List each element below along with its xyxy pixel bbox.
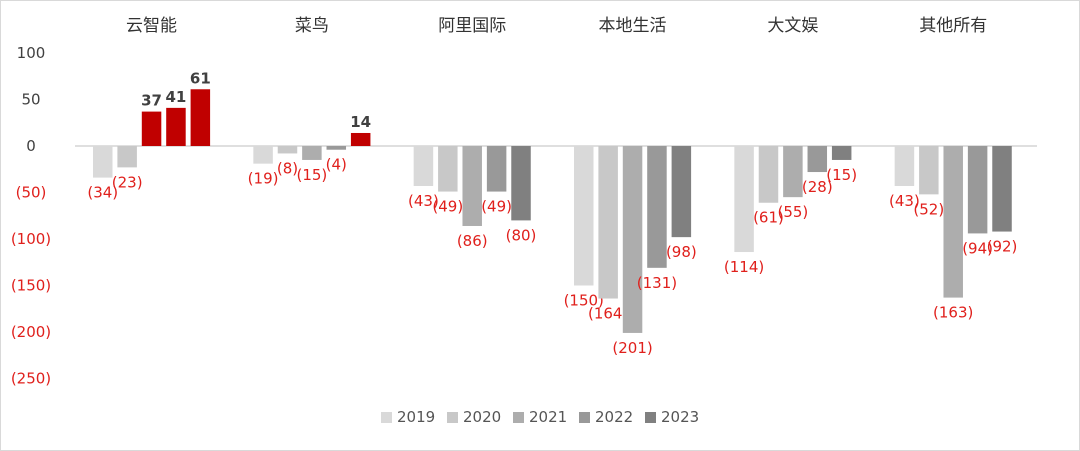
data-label: (86) [457, 232, 488, 250]
category-label: 大文娱 [767, 16, 818, 36]
bar [919, 146, 939, 195]
bar [783, 146, 803, 198]
bar [943, 146, 963, 298]
data-label: 41 [166, 88, 187, 106]
bar [190, 89, 211, 146]
legend-label: 2019 [397, 408, 435, 426]
y-tick-label: 100 [17, 44, 46, 62]
legend-swatch [513, 412, 524, 423]
legend-label: 2022 [595, 408, 633, 426]
category-label: 本地生活 [599, 16, 667, 36]
bar [574, 146, 594, 286]
data-label: 37 [141, 92, 162, 110]
data-label: (131) [637, 274, 677, 292]
category-label: 阿里国际 [438, 16, 506, 36]
data-label: (98) [666, 243, 697, 261]
data-label: (164) [588, 305, 628, 323]
data-label: (8) [277, 159, 298, 177]
bar [93, 146, 113, 178]
data-label: (80) [506, 226, 537, 244]
bar [622, 146, 643, 333]
data-label: (163) [933, 304, 973, 322]
data-label: (49) [432, 198, 463, 216]
data-label: (28) [802, 178, 833, 196]
bar [734, 146, 754, 253]
data-label: 61 [190, 69, 211, 87]
y-tick-label: (50) [16, 184, 47, 202]
data-label: 14 [350, 113, 371, 131]
bar [117, 146, 137, 168]
y-tick-label: (100) [11, 230, 51, 248]
bar [511, 146, 531, 221]
data-label: (15) [296, 166, 327, 184]
bar [894, 146, 915, 186]
bar [326, 146, 347, 150]
legend-swatch [381, 412, 392, 423]
bar [486, 146, 507, 192]
data-label: (4) [326, 156, 347, 174]
category-label: 其他所有 [919, 16, 987, 36]
bar [302, 146, 322, 160]
bar [967, 146, 988, 234]
data-label: (92) [987, 238, 1018, 256]
legend-label: 2021 [529, 408, 567, 426]
category-label: 菜鸟 [295, 16, 329, 36]
bar [350, 132, 371, 146]
bar [413, 146, 434, 186]
legend-label: 2023 [661, 408, 699, 426]
data-label: (15) [826, 166, 857, 184]
bar [831, 146, 852, 160]
y-tick-label: (200) [11, 323, 51, 341]
data-label: (201) [612, 339, 652, 357]
data-label: (23) [112, 173, 143, 191]
bar [758, 146, 779, 203]
legend-label: 2020 [463, 408, 501, 426]
bar [141, 111, 162, 146]
legend-swatch [579, 412, 590, 423]
data-label: (52) [913, 200, 944, 218]
data-label: (61) [753, 209, 784, 227]
legend-swatch [645, 412, 656, 423]
data-label: (34) [87, 184, 118, 202]
y-tick-label: 0 [26, 137, 36, 155]
bar [598, 146, 618, 299]
y-tick-label: (150) [11, 277, 51, 295]
bar [277, 146, 298, 154]
y-tick-label: (250) [11, 370, 51, 388]
data-label: (43) [889, 192, 920, 210]
bar [647, 146, 667, 268]
data-label: (94) [962, 239, 993, 257]
bar [992, 146, 1012, 232]
data-label: (55) [777, 203, 808, 221]
data-label: (114) [724, 258, 764, 276]
bar [462, 146, 482, 226]
bar [807, 146, 828, 173]
bar [253, 146, 273, 164]
category-label: 云智能 [126, 16, 177, 36]
data-label: (43) [408, 192, 439, 210]
data-label: (49) [481, 198, 512, 216]
data-label: (150) [564, 292, 604, 310]
legend-swatch [447, 412, 458, 423]
bar [438, 146, 458, 192]
y-tick-label: 50 [21, 91, 40, 109]
data-label: (19) [248, 170, 279, 188]
bar [166, 107, 186, 146]
bar [671, 146, 692, 238]
